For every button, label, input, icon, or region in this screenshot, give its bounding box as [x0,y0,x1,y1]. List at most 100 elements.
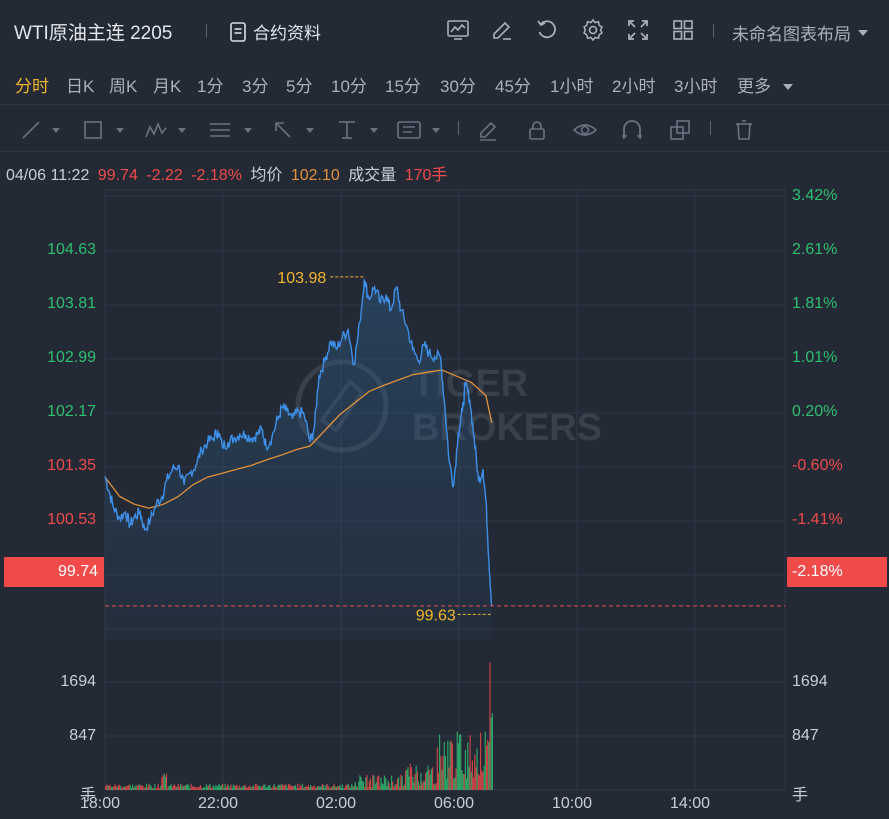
period-tab-13[interactable]: 3小时 [674,77,718,96]
volume-bar [168,786,170,790]
contract-info-button[interactable]: 合约资料 [229,19,321,44]
volume-bar [183,785,185,790]
volume-bar [231,787,233,790]
period-tab-12[interactable]: 2小时 [612,77,656,96]
volume-bar [217,785,219,790]
fibonacci-tool-icon[interactable] [208,119,254,141]
period-tab-9[interactable]: 30分 [440,77,476,96]
volume-bar [196,787,198,790]
volume-bar [436,747,438,790]
volume-bar [207,786,209,790]
volume-bar [408,776,410,790]
volume-bar [155,788,157,790]
quote-change: -2.22 [146,167,183,184]
volume-bar [388,783,390,790]
layout-label: 未命名图表布局 [732,25,851,44]
volume-bar [270,787,272,790]
volume-bar [407,767,409,790]
volume-bar [157,783,159,790]
volume-bar [373,775,375,790]
low-price-label: 99.63 [416,607,456,624]
volume-bar [466,778,468,790]
volume-bar [456,731,458,790]
volume-bar [325,785,327,790]
time-axis-label: 22:00 [198,795,239,812]
magnet-icon[interactable] [620,119,644,141]
volume-bar [105,786,107,790]
rectangle-tool-icon[interactable] [82,119,126,141]
period-tab-6[interactable]: 5分 [286,77,313,96]
volume-bar [219,786,222,790]
volume-bar [470,771,472,790]
period-tab-10[interactable]: 45分 [495,77,531,96]
period-tab-0[interactable]: 分时 [15,77,49,96]
eye-icon[interactable] [572,119,598,141]
price-axis-label: 101.35 [47,457,96,474]
period-tab-1[interactable]: 日K [66,77,95,96]
period-tab-11[interactable]: 1小时 [550,77,594,96]
volume-bar [318,786,320,790]
indicator-chart-icon[interactable] [446,18,470,42]
pct-axis-label: -0.60% [792,457,843,474]
gear-icon[interactable] [581,18,605,42]
volume-bar [303,787,305,790]
price-area-fill [105,279,492,640]
period-tab-7[interactable]: 10分 [331,77,367,96]
volume-bar [205,784,207,790]
volume-bar [119,784,121,790]
volume-bar [243,785,245,790]
layout-dropdown[interactable]: 未命名图表布局 [732,20,869,45]
instrument-title[interactable]: WTI原油主连 2205 [14,23,173,44]
volume-bar [112,787,114,790]
volume-bar [428,770,430,790]
layers-icon[interactable] [668,119,692,141]
volume-bar [223,787,225,790]
wave-tool-icon[interactable] [144,119,188,141]
period-tab-4[interactable]: 1分 [197,77,224,96]
quote-change-pct: -2.18% [191,167,242,184]
volume-bar [449,741,451,790]
volume-bar [386,785,388,790]
volume-bar [394,784,396,790]
volume-bar [164,776,166,790]
period-tab-5[interactable]: 3分 [242,77,269,96]
drawing-toolbar [0,104,889,152]
volume-bar [272,785,274,790]
measure-tool-icon[interactable] [336,119,380,141]
volume-bar [130,788,132,790]
period-tab-3[interactable]: 月K [153,77,182,96]
lock-icon[interactable] [526,119,548,141]
trendline-tool-icon[interactable] [20,119,62,141]
volume-bar [368,781,370,790]
volume-bar [312,786,314,790]
volume-bar [244,784,246,790]
period-tab-14[interactable]: 更多 [737,72,794,97]
volume-bar [182,786,184,790]
volume-bar [491,713,493,790]
volume-bar [375,782,377,790]
pct-axis-label: 3.42% [792,187,838,204]
volume-bar [324,788,326,790]
edit-icon[interactable] [490,18,514,42]
period-tab-2[interactable]: 周K [109,77,138,96]
price-axis-label: 103.81 [47,295,96,312]
volume-bar [482,772,484,790]
grid-layout-icon[interactable] [671,18,695,42]
undo-icon[interactable] [535,18,559,42]
pen-icon[interactable] [477,119,499,141]
text-tool-icon[interactable] [396,119,442,141]
time-axis-label: 18:00 [80,795,121,812]
volume-bar [184,785,186,790]
pct-axis-label: 0.20% [792,403,838,420]
arrow-tool-icon[interactable] [272,119,316,141]
volume-bar [214,787,216,790]
volume-bar [442,755,444,790]
volume-bar [128,784,130,790]
period-tab-8[interactable]: 15分 [385,77,421,96]
trash-icon[interactable] [733,119,755,141]
fullscreen-icon[interactable] [626,18,650,42]
volume-bar [326,784,328,790]
volume-bar [293,786,295,790]
price-line [104,279,493,607]
period-tabs: 分时 日K 周K 月K 1分 3分 5分 10分 15分 30分 45分 1小时 2小时 3小时 更多 [0,64,889,100]
